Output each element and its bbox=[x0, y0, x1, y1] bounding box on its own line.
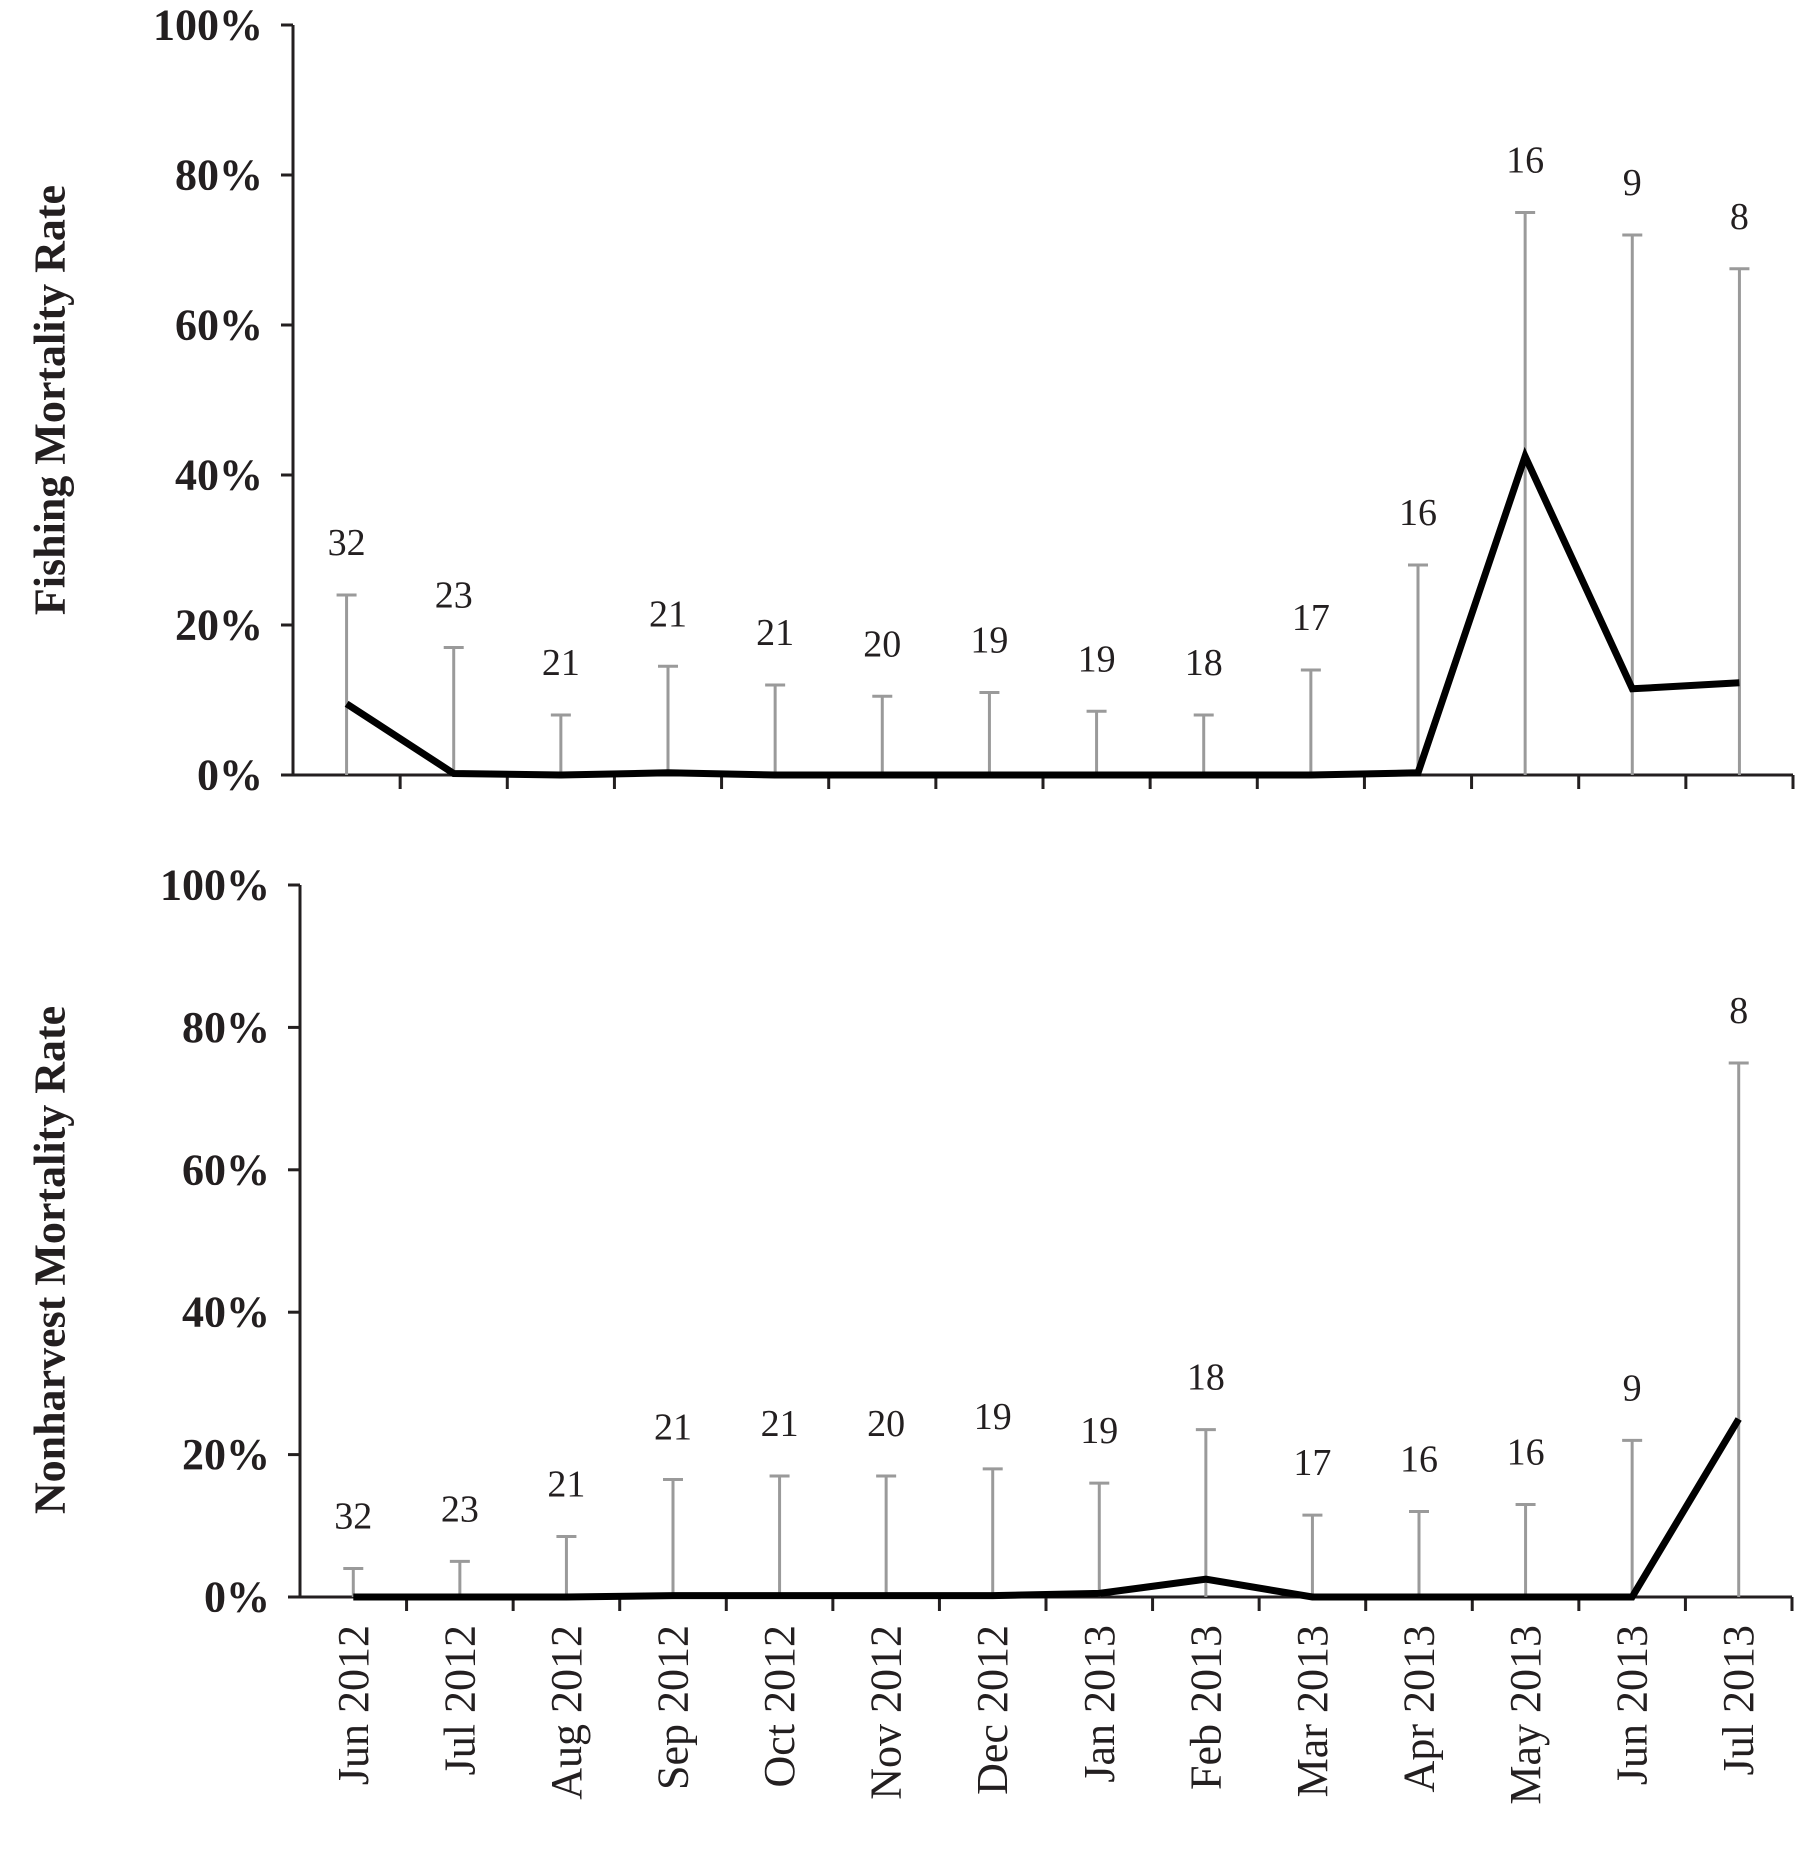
x-category-label: Dec 2012 bbox=[968, 1625, 1017, 1795]
nonharvest-y-tick-label: 20% bbox=[182, 1430, 270, 1479]
nonharvest-sample-size-label: 32 bbox=[334, 1496, 372, 1538]
x-category-label: Jun 2012 bbox=[329, 1625, 378, 1785]
x-category-label: Jan 2013 bbox=[1075, 1625, 1124, 1783]
nonharvest-y-axis-label: Nonharvest Mortality Rate bbox=[26, 1006, 75, 1514]
x-category-label: Feb 2013 bbox=[1181, 1625, 1230, 1790]
x-category-label: Nov 2012 bbox=[862, 1625, 911, 1800]
nonharvest-y-tick-label: 80% bbox=[182, 1003, 270, 1052]
x-category-label: Jul 2013 bbox=[1714, 1625, 1763, 1775]
x-category-label: Jun 2013 bbox=[1608, 1625, 1657, 1785]
nonharvest-series-line bbox=[353, 1417, 1742, 1601]
fishing-sample-size-label: 18 bbox=[1185, 642, 1223, 684]
x-category-label: May 2013 bbox=[1501, 1625, 1550, 1805]
fishing-sample-size-label: 16 bbox=[1399, 492, 1437, 534]
fishing-y-tick-label: 80% bbox=[175, 151, 263, 200]
fishing-sample-size-label: 21 bbox=[542, 642, 580, 684]
nonharvest-sample-size-label: 20 bbox=[867, 1403, 905, 1445]
x-category-label: Mar 2013 bbox=[1288, 1625, 1337, 1797]
fishing-sample-size-label: 19 bbox=[1078, 638, 1116, 680]
fishing-y-tick-label: 100% bbox=[153, 1, 263, 50]
fishing-sample-size-label: 20 bbox=[863, 623, 901, 665]
nonharvest-y-tick-label: 60% bbox=[182, 1145, 270, 1194]
x-category-label: Aug 2012 bbox=[542, 1625, 591, 1800]
fishing-y-tick-label: 20% bbox=[175, 601, 263, 650]
nonharvest-y-tick-label: 0% bbox=[204, 1573, 270, 1622]
fishing-series-line bbox=[344, 446, 1740, 779]
x-category-label: Sep 2012 bbox=[649, 1625, 698, 1790]
nonharvest-panel: Nonharvest Mortality Rate 0% 20% 40% 60% 80%… bbox=[26, 861, 1794, 1622]
fishing-sample-size-label: 19 bbox=[970, 620, 1008, 662]
fishing-y-tick-label: 0% bbox=[197, 751, 263, 800]
fishing-y-axis-label: Fishing Mortality Rate bbox=[26, 185, 75, 615]
fishing-sample-size-label: 23 bbox=[435, 575, 473, 617]
fishing-panel: Fishing Mortality Rate 0% 20% 40% 60% 80% 100… bbox=[26, 1, 1795, 800]
nonharvest-sample-size-label: 19 bbox=[974, 1396, 1012, 1438]
nonharvest-sample-size-label: 17 bbox=[1293, 1442, 1331, 1484]
nonharvest-y-tick-label: 100% bbox=[160, 861, 270, 910]
nonharvest-sample-size-label: 8 bbox=[1729, 990, 1748, 1032]
fishing-sample-size-label: 21 bbox=[756, 612, 794, 654]
nonharvest-sample-size-label: 16 bbox=[1400, 1439, 1438, 1481]
fishing-y-tick-label: 40% bbox=[175, 451, 263, 500]
x-category-label: Jul 2012 bbox=[435, 1625, 484, 1775]
fishing-sample-size-label: 16 bbox=[1506, 140, 1544, 182]
nonharvest-sample-size-label: 21 bbox=[654, 1407, 692, 1449]
fishing-sample-size-label: 21 bbox=[649, 593, 687, 635]
fishing-sample-size-label: 8 bbox=[1730, 196, 1749, 238]
fishing-sample-size-label: 17 bbox=[1292, 597, 1330, 639]
nonharvest-sample-size-label: 19 bbox=[1080, 1410, 1118, 1452]
nonharvest-sample-size-label: 23 bbox=[441, 1488, 479, 1530]
nonharvest-sample-size-label: 21 bbox=[761, 1403, 799, 1445]
fishing-y-tick-label: 60% bbox=[175, 301, 263, 350]
x-category-label: Apr 2013 bbox=[1395, 1625, 1444, 1792]
nonharvest-sample-size-label: 16 bbox=[1507, 1431, 1545, 1473]
fishing-sample-size-label: 9 bbox=[1623, 162, 1642, 204]
nonharvest-sample-size-label: 9 bbox=[1623, 1367, 1642, 1409]
nonharvest-sample-size-label: 21 bbox=[547, 1463, 585, 1505]
x-category-label: Oct 2012 bbox=[755, 1625, 804, 1788]
nonharvest-y-tick-label: 40% bbox=[182, 1288, 270, 1337]
fishing-sample-size-label: 32 bbox=[328, 522, 366, 564]
nonharvest-sample-size-label: 18 bbox=[1187, 1357, 1225, 1399]
